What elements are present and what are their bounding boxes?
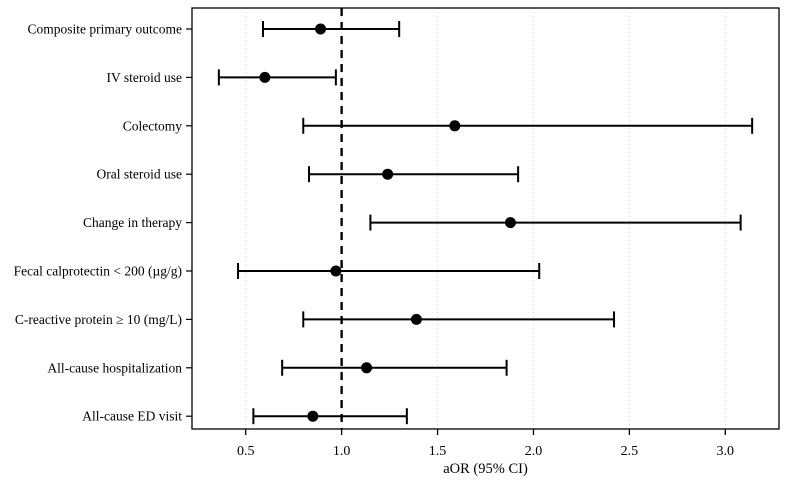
aor-point xyxy=(361,362,373,374)
category-label: C-reactive protein ≥ 10 (mg/L) xyxy=(15,312,182,327)
category-label: Colectomy xyxy=(123,118,182,133)
aor-point xyxy=(410,313,422,325)
category-label: Composite primary outcome xyxy=(28,22,182,37)
aor-point xyxy=(315,23,327,35)
aor-point xyxy=(307,410,319,422)
aor-point xyxy=(449,120,461,132)
panel-border xyxy=(191,7,780,430)
x-tick-label: 2.0 xyxy=(525,444,543,459)
aor-point xyxy=(382,168,394,180)
aor-point xyxy=(259,71,271,83)
x-axis-title: aOR (95% CI) xyxy=(443,461,528,477)
x-tick-label: 1.5 xyxy=(429,444,447,459)
aor-point xyxy=(330,265,342,277)
aor-point xyxy=(504,217,516,229)
category-label: Oral steroid use xyxy=(97,167,182,182)
category-label: All-cause ED visit xyxy=(82,409,182,424)
category-label: Change in therapy xyxy=(83,215,182,230)
category-label: Fecal calprotectin < 200 (µg/g) xyxy=(14,264,182,279)
x-tick-label: 0.5 xyxy=(237,444,255,459)
category-label: All-cause hospitalization xyxy=(47,360,182,375)
x-tick-label: 1.0 xyxy=(333,444,351,459)
x-tick-label: 2.5 xyxy=(621,444,639,459)
category-label: IV steroid use xyxy=(107,70,183,85)
x-tick-label: 3.0 xyxy=(717,444,735,459)
